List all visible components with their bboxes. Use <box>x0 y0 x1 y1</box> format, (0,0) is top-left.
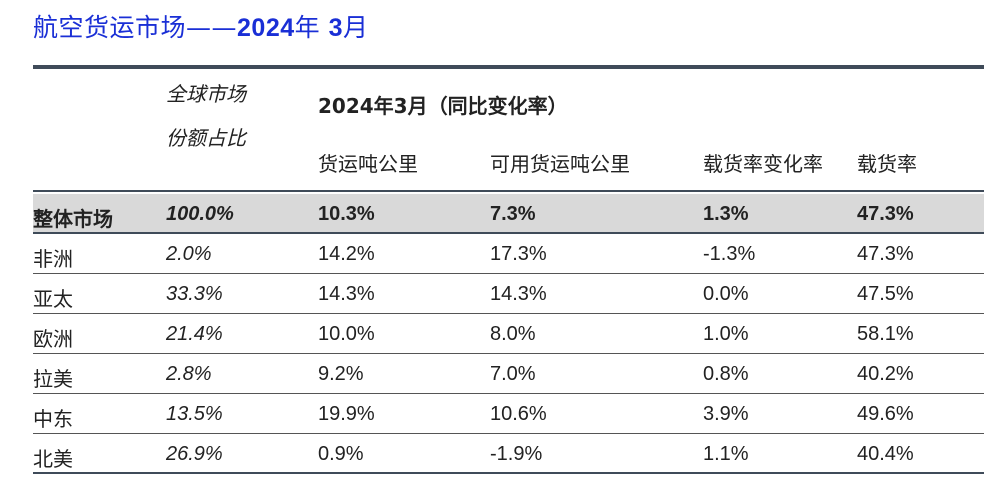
title-month-suffix: 月 <box>343 13 369 42</box>
row-divider <box>33 232 984 234</box>
load-factor-cell: 49.6% <box>857 403 914 425</box>
load-factor-change-cell: 1.1% <box>703 443 749 465</box>
ctk-cell: 10.0% <box>318 323 375 345</box>
row-divider <box>33 353 984 354</box>
actk-cell: 7.3% <box>490 203 536 225</box>
share-cell: 21.4% <box>166 323 223 345</box>
region-cell: 非洲 <box>33 247 73 271</box>
actk-cell: 10.6% <box>490 403 547 425</box>
column-header-actk: 可用货运吨公里 <box>490 152 630 176</box>
ctk-cell: 19.9% <box>318 403 375 425</box>
load-factor-cell: 40.2% <box>857 363 914 385</box>
column-header-load-factor-change: 载货率变化率 <box>703 152 823 176</box>
load-factor-change-cell: 0.0% <box>703 283 749 305</box>
ctk-cell: 14.3% <box>318 283 375 305</box>
load-factor-change-cell: 0.8% <box>703 363 749 385</box>
ctk-cell: 14.2% <box>318 243 375 265</box>
table-row: 非洲 2.0% 14.2% 17.3% -1.3% 47.3% <box>33 234 984 274</box>
row-divider <box>33 273 984 274</box>
title-year-suffix: 年 <box>294 13 329 42</box>
share-cell: 33.3% <box>166 283 223 305</box>
title-year: 2024 <box>237 14 295 42</box>
region-cell: 亚太 <box>33 287 73 311</box>
share-header-line2: 份额占比 <box>166 126 246 150</box>
table-row: 北美 26.9% 0.9% -1.9% 1.1% 40.4% <box>33 434 984 474</box>
row-divider <box>33 433 984 434</box>
actk-cell: 8.0% <box>490 323 536 345</box>
load-factor-change-cell: -1.3% <box>703 243 756 265</box>
region-cell: 欧洲 <box>33 327 73 351</box>
region-cell: 北美 <box>33 447 73 471</box>
actk-cell: 14.3% <box>490 283 547 305</box>
share-cell: 2.8% <box>166 363 212 385</box>
load-factor-change-cell: 1.0% <box>703 323 749 345</box>
table-row: 中东 13.5% 19.9% 10.6% 3.9% 49.6% <box>33 394 984 434</box>
share-cell: 100.0% <box>166 203 234 225</box>
load-factor-cell: 58.1% <box>857 323 914 345</box>
table-bottom-rule <box>33 472 984 474</box>
row-divider <box>33 313 984 314</box>
region-cell: 整体市场 <box>33 207 113 231</box>
title-prefix: 航空货运市场—— <box>33 13 238 42</box>
ctk-cell: 9.2% <box>318 363 364 385</box>
title-month: 3 <box>328 14 343 42</box>
share-cell: 26.9% <box>166 443 223 465</box>
actk-cell: 17.3% <box>490 243 547 265</box>
column-header-load-factor: 载货率 <box>857 152 917 176</box>
header-rule <box>33 190 984 192</box>
actk-cell: -1.9% <box>490 443 543 465</box>
load-factor-cell: 47.3% <box>857 243 914 265</box>
ctk-cell: 0.9% <box>318 443 364 465</box>
row-divider <box>33 393 984 394</box>
load-factor-change-cell: 1.3% <box>703 203 749 225</box>
page-title: 航空货运市场——2024年 3月 <box>33 8 369 44</box>
load-factor-change-cell: 3.9% <box>703 403 749 425</box>
table-row-total: 整体市场 100.0% 10.3% 7.3% 1.3% 47.3% <box>33 194 984 234</box>
table-row: 亚太 33.3% 14.3% 14.3% 0.0% 47.5% <box>33 274 984 314</box>
yoy-header: 2024年3月（同比变化率） <box>318 94 568 118</box>
share-header-line1: 全球市场 <box>166 82 246 106</box>
table-top-rule <box>33 65 984 69</box>
load-factor-cell: 47.5% <box>857 283 914 305</box>
load-factor-cell: 47.3% <box>857 203 914 225</box>
share-cell: 2.0% <box>166 243 212 265</box>
column-header-ctk: 货运吨公里 <box>318 152 418 176</box>
actk-cell: 7.0% <box>490 363 536 385</box>
ctk-cell: 10.3% <box>318 203 375 225</box>
region-cell: 中东 <box>33 407 73 431</box>
load-factor-cell: 40.4% <box>857 443 914 465</box>
share-cell: 13.5% <box>166 403 223 425</box>
table-row: 欧洲 21.4% 10.0% 8.0% 1.0% 58.1% <box>33 314 984 354</box>
region-cell: 拉美 <box>33 367 73 391</box>
table-row: 拉美 2.8% 9.2% 7.0% 0.8% 40.2% <box>33 354 984 394</box>
